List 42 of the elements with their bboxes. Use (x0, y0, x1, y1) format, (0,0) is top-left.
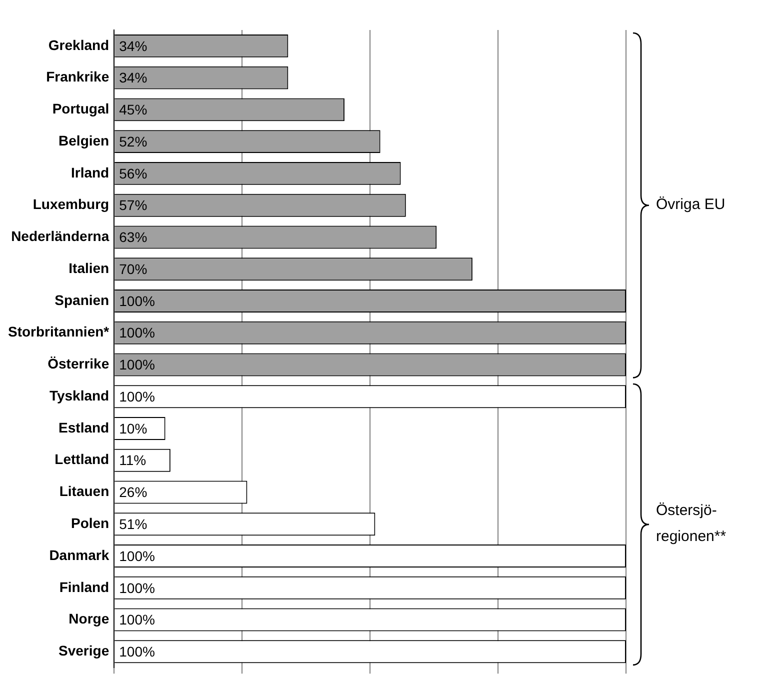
y-tick-label: Danmark (49, 546, 110, 563)
data-label: 100% (119, 644, 155, 660)
data-label: 100% (119, 292, 155, 309)
y-tick-label: Sverige (58, 642, 110, 659)
data-label: 100% (119, 388, 155, 404)
y-tick-label: Belgien (58, 132, 110, 148)
y-tick-label: Irland (70, 164, 110, 180)
y-tick-label: Luxemburg (32, 196, 110, 212)
data-label: 26% (119, 484, 148, 500)
y-tick-label: Italien (68, 260, 110, 276)
y-tick-label: Frankrike (46, 68, 110, 85)
data-label: 11% (119, 452, 146, 468)
data-label: 100% (119, 356, 155, 373)
data-label: 57% (119, 197, 148, 214)
y-tick-label: Polen (70, 515, 110, 531)
data-label: 100% (119, 548, 155, 564)
data-label: 10% (119, 420, 148, 436)
y-tick-label: Österrike (48, 356, 110, 372)
data-label: 51% (119, 516, 148, 532)
data-label: 100% (119, 324, 155, 341)
text: Östersjö-regionen** (656, 502, 728, 546)
y-tick-label: Spanien (54, 292, 110, 308)
y-tick-label: Norge (68, 610, 110, 627)
data-label: 100% (119, 612, 155, 628)
data-label: 52% (119, 133, 148, 150)
y-tick-label: Storbritannien* (8, 324, 110, 340)
y-tick-label: Estland (58, 419, 110, 436)
data-label: 100% (119, 580, 155, 596)
y-tick-label: Portugal (52, 100, 110, 117)
y-tick-label: Lettland (54, 451, 110, 468)
y-tick-label: Litauen (59, 483, 110, 500)
text: Övriga EU (656, 195, 726, 216)
y-tick-label: Finland (59, 578, 110, 595)
data-label: 45% (119, 102, 148, 118)
y-tick-label: Grekland (48, 36, 110, 53)
data-label: 34% (119, 38, 148, 54)
data-label: 70% (119, 260, 148, 277)
y-tick-label: Tyskland (49, 387, 110, 404)
y-tick-label: Nederländerna (11, 228, 110, 244)
data-label: 63% (119, 229, 148, 246)
data-label: 56% (119, 165, 148, 182)
data-label: 34% (119, 70, 148, 86)
